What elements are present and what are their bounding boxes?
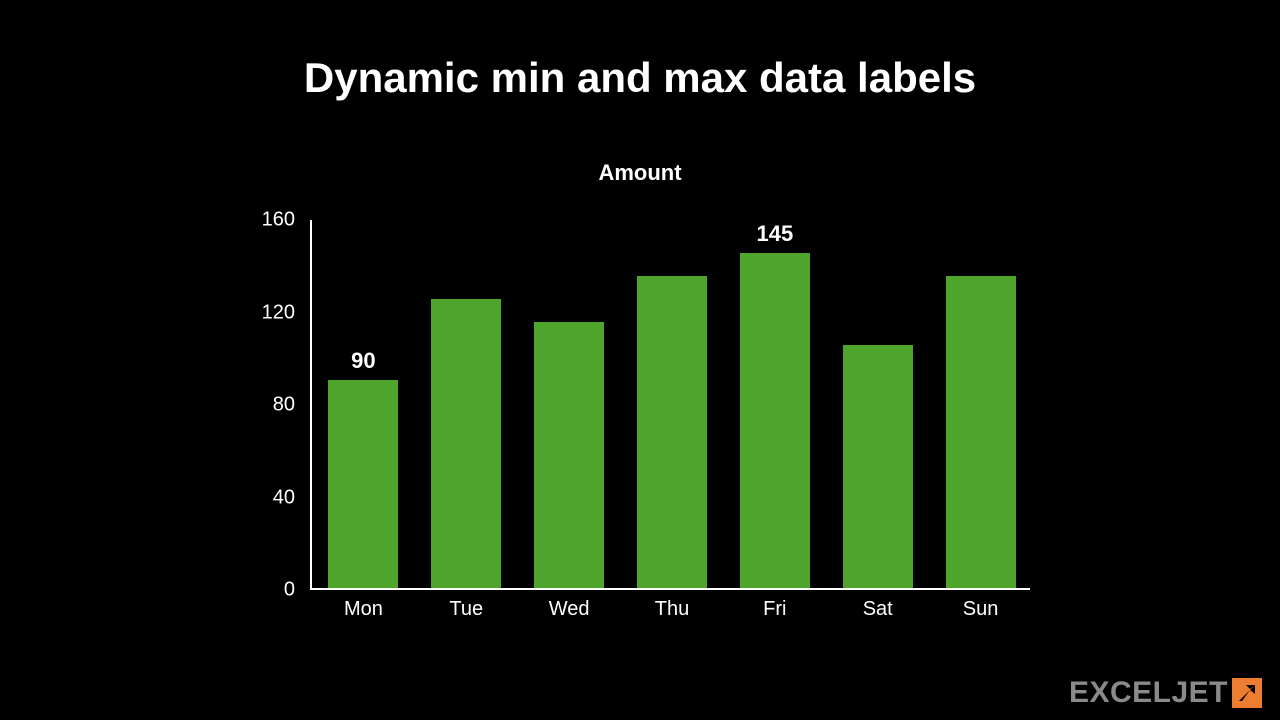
bar: [431, 299, 501, 588]
x-tick-label: Sun: [963, 598, 999, 621]
y-tick-label: 80: [245, 394, 295, 417]
page-title: Dynamic min and max data labels: [0, 54, 1280, 102]
plot-area: 04080120160Mon90TueWedThuFri145SatSun: [310, 220, 1030, 590]
x-tick-label: Fri: [763, 598, 786, 621]
x-tick-label: Tue: [449, 598, 483, 621]
brand-arrow-icon: [1232, 678, 1262, 708]
bar: [740, 253, 810, 588]
x-tick-label: Mon: [344, 598, 383, 621]
brand-logo: EXCELJET: [1069, 676, 1262, 710]
data-label: 145: [756, 221, 793, 247]
x-tick-label: Sat: [863, 598, 893, 621]
bar: [946, 276, 1016, 588]
brand-text: EXCELJET: [1069, 676, 1228, 710]
bar: [328, 380, 398, 588]
bar: [534, 322, 604, 588]
y-tick-label: 0: [245, 579, 295, 602]
data-label: 90: [351, 348, 375, 374]
y-tick-label: 120: [245, 301, 295, 324]
y-tick-label: 40: [245, 486, 295, 509]
x-tick-label: Thu: [655, 598, 689, 621]
chart-title: Amount: [230, 160, 1050, 186]
x-tick-label: Wed: [549, 598, 590, 621]
bar-chart: Amount 04080120160Mon90TueWedThuFri145Sa…: [230, 160, 1050, 630]
bar: [843, 345, 913, 588]
y-tick-label: 160: [245, 209, 295, 232]
bar: [637, 276, 707, 588]
